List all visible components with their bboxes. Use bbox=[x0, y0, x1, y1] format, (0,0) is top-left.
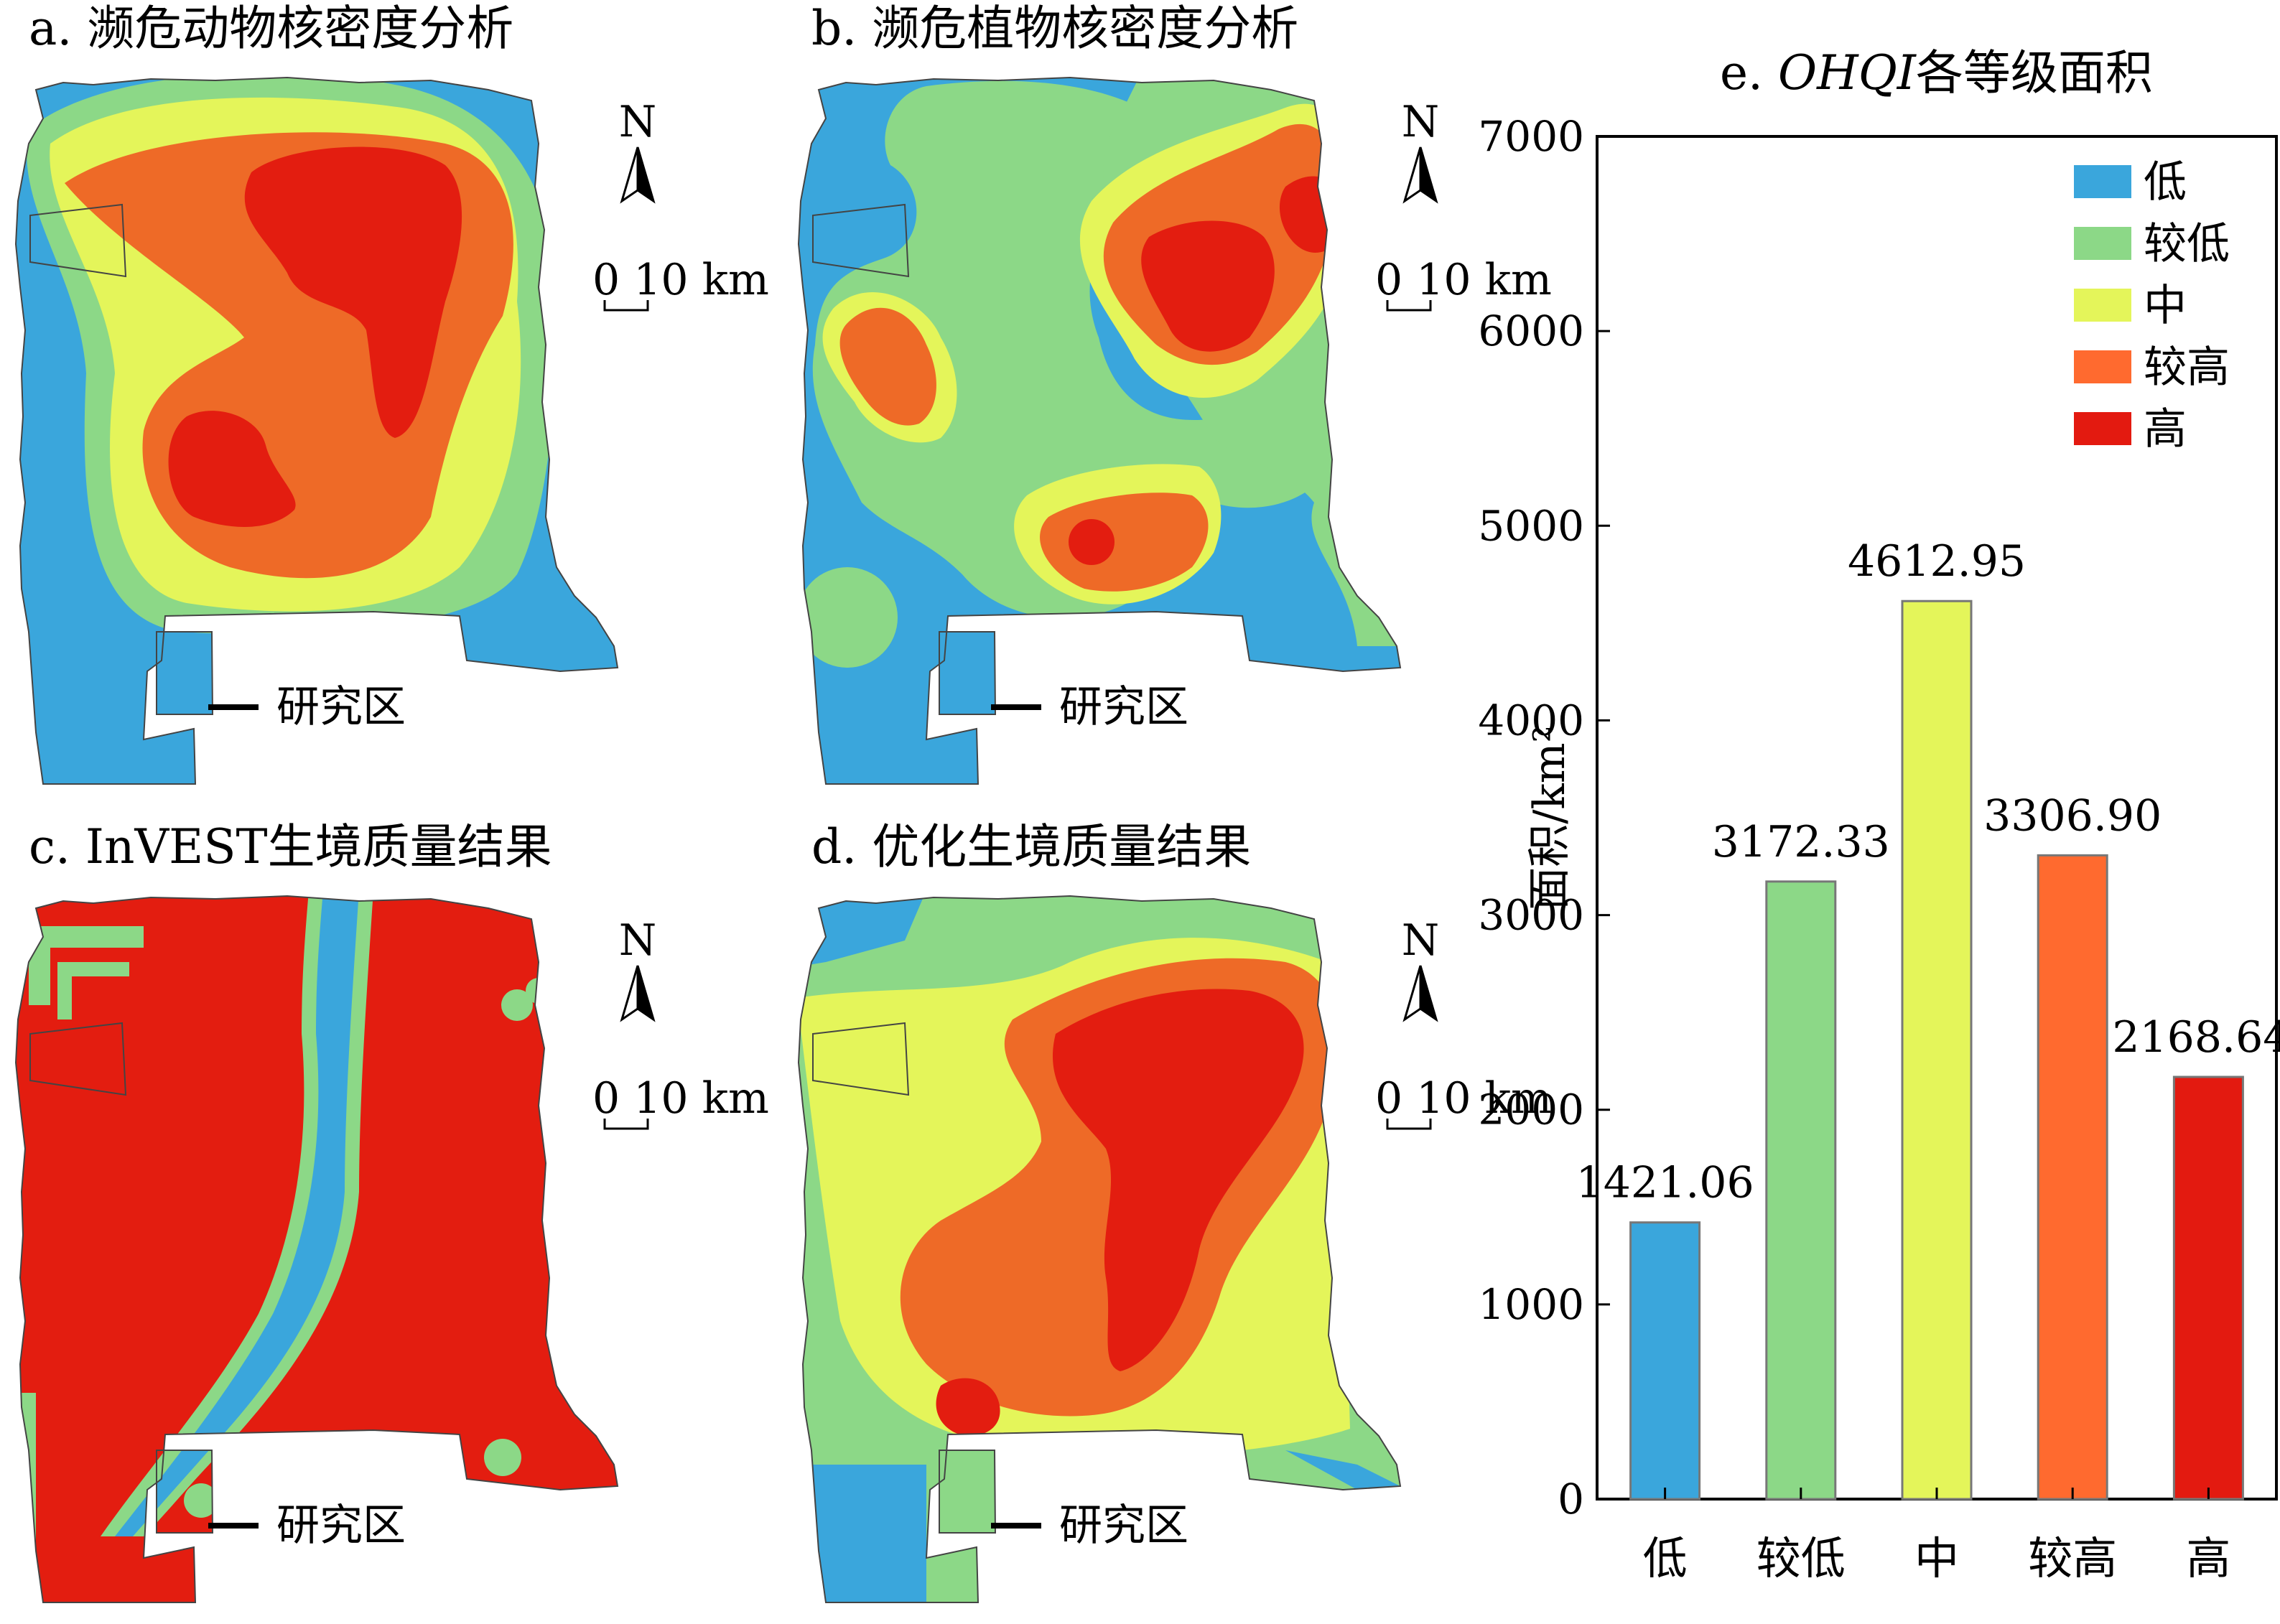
y-tick-label: 0 bbox=[1558, 1475, 1584, 1523]
scale-bar-label: 0 10 km bbox=[592, 255, 769, 305]
y-tick-label: 4000 bbox=[1478, 696, 1584, 745]
north-label: N bbox=[619, 915, 657, 966]
map-panel: c. InVEST生境质量结果 N 0 10 km 研究区 bbox=[14, 819, 769, 1603]
legend-swatch bbox=[2074, 227, 2131, 260]
panel-title: b. 濒危植物核密度分析 bbox=[811, 1, 1298, 56]
north-arrow-icon bbox=[620, 964, 655, 1021]
chart-title-prefix: e. bbox=[1720, 45, 1778, 101]
bar-chart: e. OHQI各等级面积 0 1000 2000 3000 4000 5000 6000 700… bbox=[1478, 45, 2280, 1585]
bar-value-label: 3306.90 bbox=[1983, 790, 2162, 841]
y-tick-label: 1000 bbox=[1478, 1280, 1584, 1329]
scale-bar bbox=[1386, 300, 1432, 312]
legend-item-label: 低 bbox=[2144, 157, 2187, 207]
north-arrow-shape bbox=[620, 146, 655, 202]
legend-swatch bbox=[2074, 412, 2131, 445]
north-arrow-icon bbox=[620, 146, 655, 202]
y-tick-label: 2000 bbox=[1478, 1086, 1584, 1134]
scale-bar bbox=[1386, 1119, 1432, 1130]
x-tick-label: 低 bbox=[1643, 1532, 1688, 1585]
legend-swatch bbox=[2074, 289, 2131, 322]
chart-title: e. OHQI各等级面积 bbox=[1720, 45, 2153, 101]
bar bbox=[1765, 880, 1837, 1501]
bar bbox=[1629, 1221, 1701, 1501]
bar-value-label: 1421.06 bbox=[1576, 1158, 1754, 1208]
x-tick-label: 较低 bbox=[1756, 1532, 1846, 1585]
scale-bar bbox=[603, 1119, 649, 1130]
study-area-outline bbox=[14, 895, 619, 1603]
north-label: N bbox=[1402, 915, 1440, 966]
legend-item-label: 较低 bbox=[2144, 219, 2230, 269]
panel-title: a. 濒危动物核密度分析 bbox=[29, 1, 513, 56]
study-area-outline bbox=[14, 76, 619, 785]
y-tick-label: 6000 bbox=[1478, 307, 1584, 355]
scale-bar-label: 0 10 km bbox=[1375, 255, 1552, 305]
bar-value-label: 3172.33 bbox=[1712, 817, 1890, 867]
bar bbox=[1901, 599, 1973, 1501]
y-tick-label: 5000 bbox=[1478, 501, 1584, 550]
legend-label: 研究区 bbox=[1059, 682, 1188, 732]
legend-label: 研究区 bbox=[276, 682, 406, 732]
bar bbox=[2172, 1075, 2244, 1501]
bar-value-label: 2168.64 bbox=[2112, 1012, 2280, 1063]
study-area-outline bbox=[797, 895, 1402, 1603]
x-tick-label: 中 bbox=[1914, 1532, 1959, 1585]
legend-item-label: 高 bbox=[2144, 404, 2187, 454]
north-arrow-icon bbox=[1403, 146, 1438, 202]
study-area-outline bbox=[797, 76, 1402, 785]
scale-bar-label: 0 10 km bbox=[1375, 1073, 1552, 1124]
legend-label: 研究区 bbox=[276, 1501, 406, 1551]
legend-label: 研究区 bbox=[1059, 1501, 1188, 1551]
map-panel: b. 濒危植物核密度分析 N 0 10 km 研究区 bbox=[797, 1, 1552, 785]
legend-swatch bbox=[2074, 165, 2131, 198]
north-arrow-shape bbox=[1403, 964, 1438, 1021]
north-label: N bbox=[619, 97, 657, 147]
scale-bar-label: 0 10 km bbox=[592, 1073, 769, 1124]
chart-title-italic: OHQI bbox=[1778, 45, 1917, 101]
y-axis-label: 面积/km² bbox=[1525, 725, 1575, 910]
legend-item-label: 较高 bbox=[2144, 342, 2230, 393]
legend-item-label: 中 bbox=[2144, 281, 2187, 331]
north-label: N bbox=[1402, 97, 1440, 147]
y-tick-label: 3000 bbox=[1478, 891, 1584, 940]
map-panels: a. 濒危动物核密度分析 N 0 10 km 研究区 b. 濒危植物核密度分析 N 0 10… bbox=[14, 1, 1552, 1603]
y-tick-label: 7000 bbox=[1478, 112, 1584, 161]
north-arrow-shape bbox=[620, 964, 655, 1021]
panel-title: d. 优化生境质量结果 bbox=[811, 819, 1251, 874]
north-arrow-shape bbox=[1403, 146, 1438, 202]
scale-bar bbox=[603, 300, 649, 312]
legend-swatch bbox=[2074, 350, 2131, 383]
x-tick-label: 较高 bbox=[2028, 1532, 2117, 1585]
x-tick-label: 高 bbox=[2186, 1532, 2230, 1585]
panel-title: c. InVEST生境质量结果 bbox=[29, 819, 552, 874]
map-panel: d. 优化生境质量结果 N 0 10 km 研究区 bbox=[797, 819, 1552, 1603]
bar bbox=[2037, 854, 2108, 1501]
bar-value-label: 4612.95 bbox=[1848, 536, 2026, 587]
north-arrow-icon bbox=[1403, 964, 1438, 1021]
chart-title-suffix: 各等级面积 bbox=[1916, 45, 2153, 101]
map-panel: a. 濒危动物核密度分析 N 0 10 km 研究区 bbox=[14, 1, 769, 785]
